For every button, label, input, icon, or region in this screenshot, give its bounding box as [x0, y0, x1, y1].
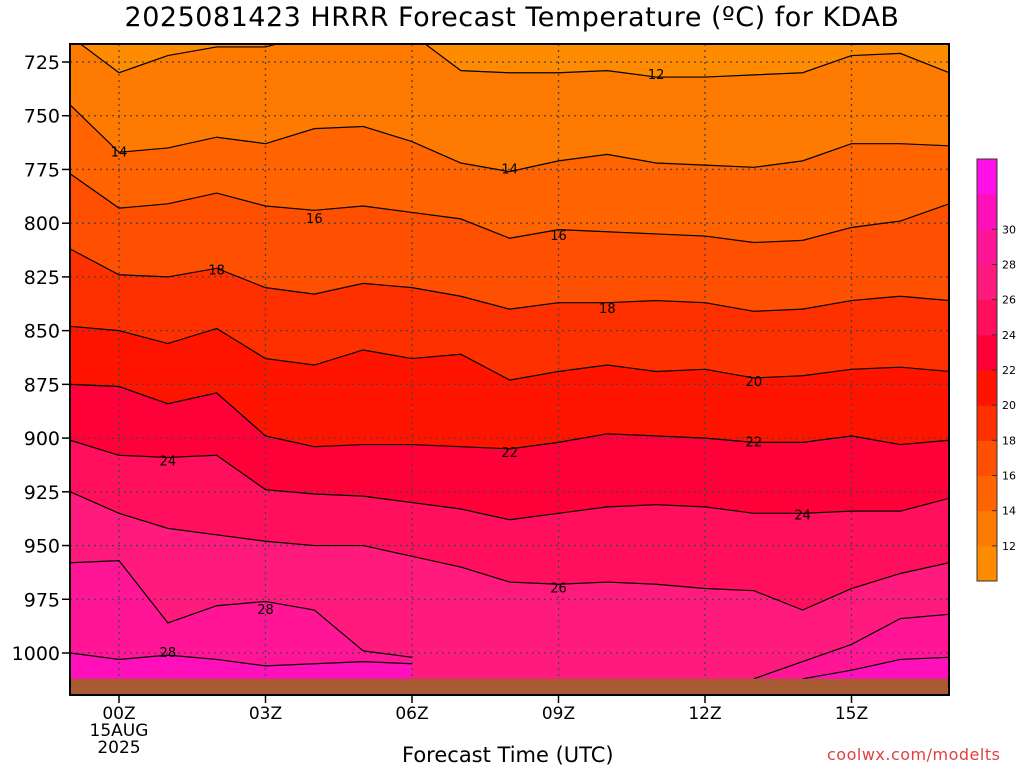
colorbar-segment-32	[977, 159, 997, 195]
y-tick-label-725: 725	[24, 52, 60, 74]
contour-label-28: 28	[257, 603, 274, 618]
isotherm-22	[70, 383, 949, 450]
y-tick-label-800: 800	[24, 213, 60, 235]
contour-label-16: 16	[550, 229, 567, 244]
x-tick-sublabel-2025: 2025	[97, 738, 140, 758]
colorbar-label-26: 26	[1002, 294, 1016, 307]
colorbar-segment-16	[977, 440, 997, 476]
isotherm-30	[70, 652, 413, 667]
chart-title: 2025081423 HRRR Forecast Temperature (ºC…	[124, 2, 900, 33]
ground-surface	[70, 678, 949, 695]
colorbar-label-20: 20	[1002, 399, 1016, 412]
colorbar-segment-24	[977, 299, 997, 336]
colorbar-segment-14	[977, 475, 997, 512]
isotherm-lines	[70, 44, 949, 680]
contour-label-14: 14	[111, 145, 128, 160]
colorbar-segment-10	[977, 545, 997, 582]
temperature-fill-bands	[70, 44, 949, 695]
contour-label-24: 24	[794, 508, 811, 523]
y-tick-label-925: 925	[24, 482, 60, 504]
isotherm-28	[70, 559, 413, 658]
x-tick-label-06Z: 06Z	[395, 704, 428, 724]
isotherm-14	[70, 104, 949, 173]
contour-label-24: 24	[160, 455, 177, 470]
isotherm-30	[802, 656, 949, 680]
contour-label-22: 22	[501, 446, 518, 461]
contour-label-20: 20	[746, 375, 763, 390]
y-tick-label-1000: 1000	[12, 643, 60, 665]
contour-label-22: 22	[746, 435, 763, 450]
x-tick-sublabel-15AUG: 15AUG	[90, 721, 149, 741]
source-credit: coolwx.com/modelts	[827, 745, 1001, 764]
x-tick-label-00Z: 00Z	[102, 704, 135, 724]
y-tick-label-850: 850	[24, 321, 60, 343]
isotherm-26	[70, 491, 949, 611]
y-tick-label-950: 950	[24, 536, 60, 558]
colorbar-label-22: 22	[1002, 364, 1016, 377]
colorbar-segment-30	[977, 194, 997, 230]
contour-label-12: 12	[648, 68, 665, 83]
x-tick-label-12Z: 12Z	[688, 704, 721, 724]
colorbar: 12 14 16 18 20 22 24 26 28 30	[976, 158, 1016, 582]
colorbar-segment-22	[977, 334, 997, 371]
colorbar-label-16: 16	[1002, 470, 1016, 483]
contour-label-26: 26	[550, 582, 567, 597]
x-tick-label-09Z: 09Z	[542, 704, 575, 724]
isotherm-18	[70, 248, 949, 312]
colorbar-segment-18	[977, 405, 997, 441]
contour-label-28: 28	[160, 646, 177, 661]
contour-label-18: 18	[208, 263, 225, 278]
x-tick-label-03Z: 03Z	[249, 704, 282, 724]
pressure-axis: 725 750 775 800 825 850 875 900 925 950 975 1000	[12, 52, 70, 665]
colorbar-label-30: 30	[1002, 223, 1016, 236]
colorbar-label-24: 24	[1002, 329, 1016, 342]
colorbar-label-18: 18	[1002, 434, 1016, 447]
isotherm-28	[753, 613, 949, 680]
y-tick-label-975: 975	[24, 589, 60, 611]
x-tick-label-15Z: 15Z	[835, 704, 868, 724]
isotherm-16	[70, 173, 949, 244]
colorbar-label-12: 12	[1002, 540, 1016, 553]
y-tick-label-750: 750	[24, 106, 60, 128]
contour-label-16: 16	[306, 212, 323, 227]
colorbar-label-14: 14	[1002, 505, 1016, 518]
contour-label-14: 14	[501, 162, 518, 177]
colorbar-segment-26	[977, 264, 997, 301]
contour-labels: 12 14 14 16 16 18 18 20 22 22 24 24 26 28 28	[111, 68, 811, 661]
isotherm-24	[70, 439, 949, 521]
x-axis-title: Forecast Time (UTC)	[402, 743, 614, 767]
colorbar-segment-28	[977, 229, 997, 265]
isotherm-20	[70, 325, 949, 381]
colorbar-label-28: 28	[1002, 259, 1016, 272]
colorbar-segment-12	[977, 510, 997, 547]
y-tick-label-825: 825	[24, 267, 60, 289]
contour-label-18: 18	[599, 302, 616, 317]
y-tick-label-775: 775	[24, 159, 60, 181]
isotherm-12	[79, 44, 949, 78]
y-tick-label-900: 900	[24, 428, 60, 450]
plot-frame	[69, 43, 950, 696]
y-tick-label-875: 875	[24, 374, 60, 396]
colorbar-segment-20	[977, 370, 997, 406]
